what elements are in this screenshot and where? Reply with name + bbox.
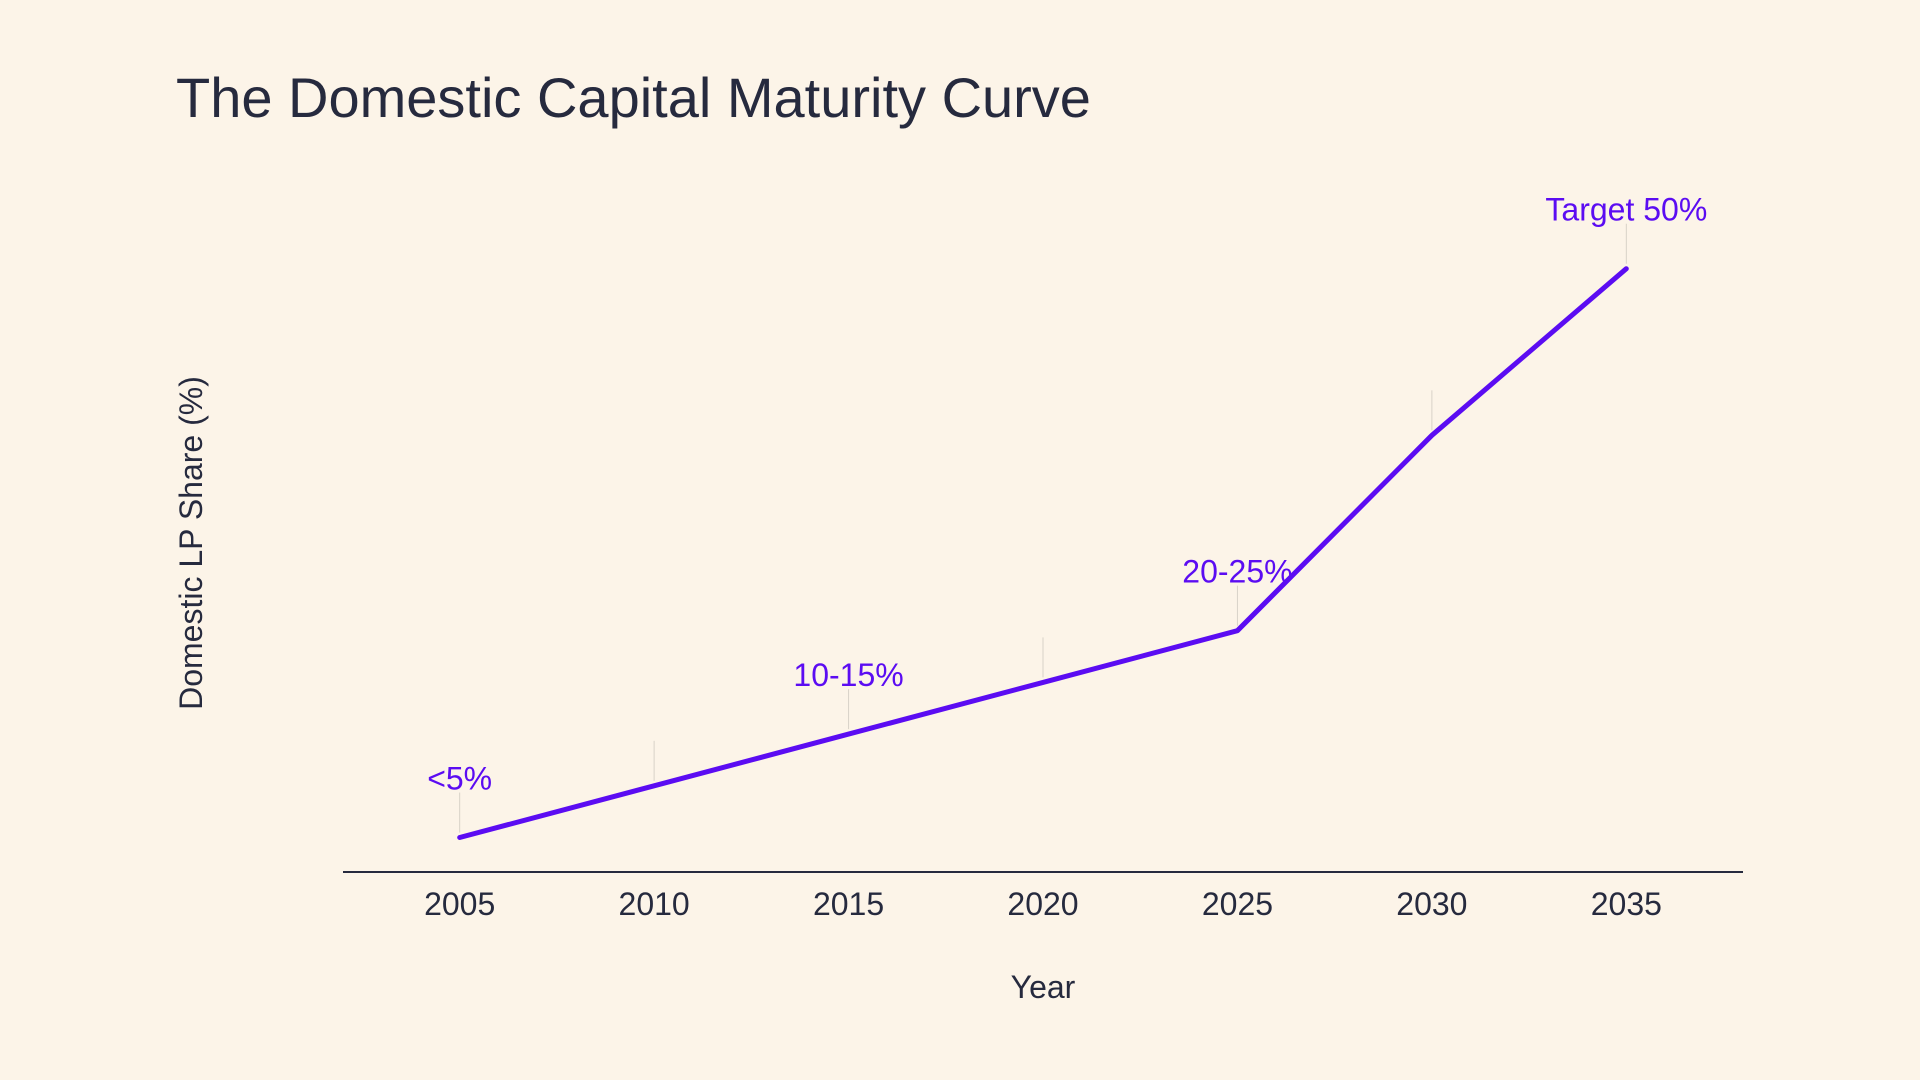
annotations-layer: <5% 10-15% 20-25% Target 50% bbox=[427, 192, 1707, 797]
series-line bbox=[457, 266, 1629, 840]
x-tick-label: 2025 bbox=[1202, 886, 1273, 922]
annotation-label: 20-25% bbox=[1182, 554, 1292, 590]
x-tick-label: 2020 bbox=[1007, 886, 1078, 922]
x-tick-label: 2010 bbox=[619, 886, 690, 922]
x-tick-label: 2030 bbox=[1396, 886, 1467, 922]
y-axis-title: Domestic LP Share (%) bbox=[173, 376, 209, 710]
chart-title: The Domestic Capital Maturity Curve bbox=[176, 66, 1091, 129]
x-axis-ticks: 2005 2010 2015 2020 2025 2030 2035 bbox=[424, 886, 1662, 922]
x-tick-label: 2005 bbox=[424, 886, 495, 922]
point-spike-lines bbox=[459, 223, 1627, 833]
annotation-label: 10-15% bbox=[793, 657, 903, 693]
series-layer bbox=[457, 266, 1629, 840]
annotation-label: <5% bbox=[427, 761, 492, 797]
x-tick-label: 2035 bbox=[1591, 886, 1662, 922]
x-axis-title: Year bbox=[1011, 969, 1076, 1005]
x-tick-label: 2015 bbox=[813, 886, 884, 922]
annotation-label: Target 50% bbox=[1545, 192, 1707, 228]
